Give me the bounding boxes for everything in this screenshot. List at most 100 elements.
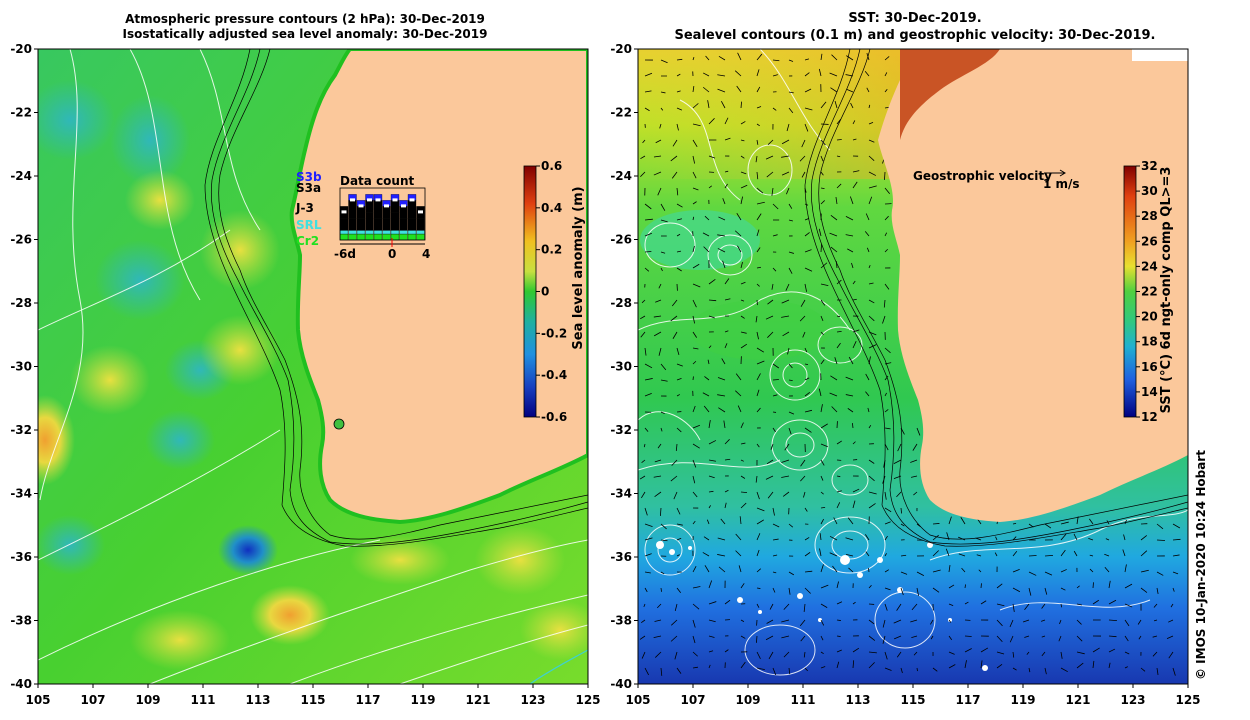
velocity-arrow — [703, 405, 710, 413]
velocity-arrow — [820, 651, 824, 655]
velocity-arrow — [641, 459, 646, 464]
velocity-arrow — [847, 248, 854, 253]
velocity-arrow — [675, 443, 678, 451]
velocity-arrow — [737, 52, 742, 61]
velocity-arrow — [692, 491, 698, 498]
velocity-arrow — [765, 635, 774, 641]
velocity-arrow — [644, 203, 652, 210]
velocity-arrow — [692, 245, 695, 253]
velocity-arrow — [819, 533, 822, 541]
velocity-arrow — [1028, 667, 1031, 673]
right_colorbar-tick: 18 — [1141, 335, 1158, 349]
left-lon-tick: 105 — [25, 693, 50, 707]
velocity-arrow — [852, 647, 860, 653]
velocity-arrow — [829, 72, 838, 77]
velocity-arrow — [868, 104, 871, 109]
velocity-arrow — [740, 459, 744, 462]
velocity-arrow — [772, 74, 778, 77]
velocity-arrow — [653, 155, 662, 158]
velocity-arrow — [804, 88, 812, 93]
velocity-arrow — [864, 70, 870, 77]
left-lat-tick: -36 — [10, 550, 32, 564]
velocity-arrow — [781, 475, 790, 478]
data-count-bar-segment — [416, 233, 425, 241]
velocity-arrow — [659, 123, 662, 129]
velocity-arrow — [676, 233, 681, 237]
velocity-arrow — [916, 427, 921, 436]
data-count-bar-segment — [382, 206, 391, 219]
velocity-arrow — [671, 459, 678, 466]
velocity-arrow — [848, 567, 854, 573]
velocity-arrow — [884, 491, 887, 500]
velocity-arrow — [1060, 651, 1063, 659]
velocity-arrow — [836, 502, 841, 509]
velocity-arrow — [864, 231, 870, 237]
velocity-arrow — [834, 100, 838, 109]
velocity-arrow — [830, 214, 838, 221]
velocity-arrow — [676, 90, 681, 93]
velocity-arrow — [676, 218, 683, 221]
velocity-arrow — [804, 507, 808, 512]
velocity-arrow — [788, 219, 793, 222]
velocity-arrow — [829, 535, 838, 541]
velocity-arrow — [865, 373, 870, 381]
imos-credit: © IMOS 10-Jan-2020 10:24 Hobart — [1194, 450, 1208, 680]
left-lon-tick: 121 — [465, 693, 490, 707]
velocity-arrow — [868, 196, 873, 205]
velocity-arrow — [640, 331, 646, 338]
sat-j3: J-3 — [295, 201, 314, 215]
velocity-arrow — [884, 667, 892, 671]
velocity-arrow — [948, 635, 953, 641]
velocity-arrow — [851, 262, 854, 269]
velocity-arrow — [720, 518, 726, 525]
velocity-arrow — [1073, 533, 1078, 541]
right-lat-tick: -30 — [610, 360, 632, 374]
velocity-arrow — [660, 587, 662, 592]
velocity-arrow — [804, 283, 807, 292]
velocity-arrow — [740, 155, 745, 159]
velocity-arrow — [916, 587, 919, 596]
velocity-arrow — [718, 566, 726, 573]
velocity-arrow — [865, 551, 870, 557]
velocity-arrow — [1073, 550, 1078, 557]
velocity-arrow — [868, 424, 872, 429]
velocity-arrow — [692, 619, 696, 628]
velocity-arrow — [717, 394, 726, 397]
velocity-arrow — [1041, 651, 1046, 657]
velocity-arrow — [1140, 569, 1149, 573]
velocity-arrow — [948, 651, 955, 655]
velocity-arrow — [708, 475, 715, 479]
left-map-axes: -20 -22 -24 -26 -28 -30 -32 -34 -36 -38 -40 105 107 1… — [10, 42, 600, 707]
velocity-arrow — [1009, 619, 1014, 628]
left-lon-tick: 117 — [355, 693, 380, 707]
velocity-arrow — [884, 375, 889, 381]
velocity-arrow — [756, 69, 760, 77]
velocity-arrow — [708, 459, 717, 462]
velocity-arrow — [756, 533, 761, 541]
velocity-arrow — [900, 587, 904, 596]
velocity-arrow — [882, 315, 886, 324]
velocity-arrow — [818, 228, 822, 237]
velocity-arrow — [676, 537, 682, 541]
velocity-arrow — [676, 267, 682, 272]
velocity-arrow — [718, 407, 726, 413]
velocity-arrow — [717, 74, 726, 77]
velocity-arrow — [735, 373, 742, 381]
velocity-arrow — [654, 459, 662, 463]
velocity-arrow — [692, 263, 700, 269]
velocity-arrow — [845, 537, 854, 541]
velocity-arrow — [897, 443, 902, 452]
velocity-arrow — [868, 662, 875, 669]
velocity-arrow — [724, 183, 728, 189]
velocity-arrow — [896, 491, 902, 498]
velocity-arrow — [804, 570, 813, 573]
data-count-bar-segment — [356, 230, 366, 235]
right-lon-tick: 119 — [1010, 693, 1035, 707]
velocity-arrow — [964, 635, 972, 637]
velocity-arrow — [1108, 635, 1117, 638]
velocity-arrow — [930, 635, 934, 640]
velocity-arrow — [1124, 666, 1128, 669]
velocity-arrow — [865, 534, 870, 541]
velocity-arrow — [996, 663, 1003, 669]
geostrophic-legend: Geostrophic velocity 1 m/s — [913, 169, 1080, 191]
